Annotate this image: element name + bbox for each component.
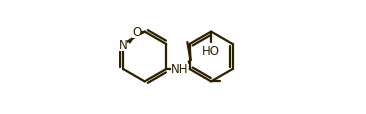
Text: O: O [132, 26, 141, 39]
Text: HO: HO [202, 45, 220, 58]
Text: NH: NH [171, 63, 188, 76]
Text: N: N [119, 38, 127, 51]
